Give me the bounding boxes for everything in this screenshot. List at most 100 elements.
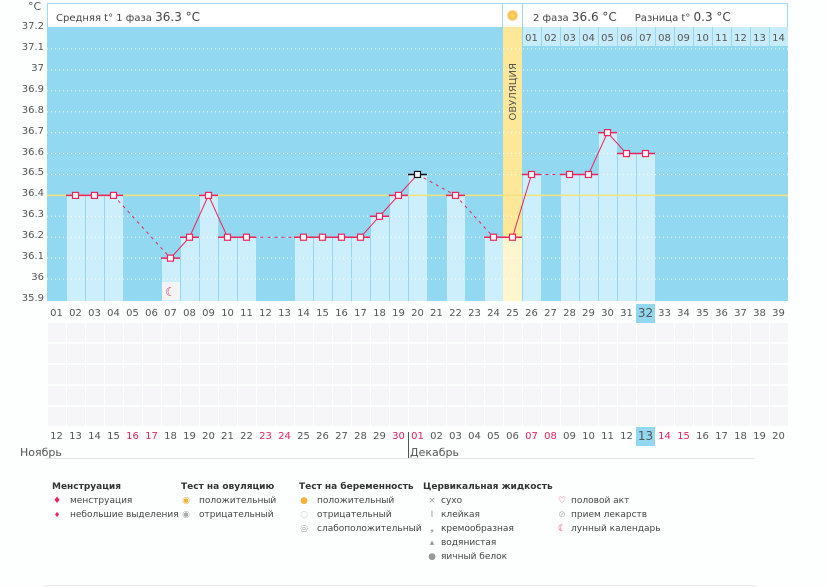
note-cell[interactable]: [181, 365, 199, 384]
note-cell[interactable]: [333, 323, 351, 342]
note-cell[interactable]: [200, 386, 218, 405]
note-cell[interactable]: [466, 344, 484, 363]
date-label[interactable]: 21: [221, 431, 234, 442]
cycle-day-label[interactable]: 26: [525, 308, 538, 319]
date-label[interactable]: 10: [582, 431, 595, 442]
cycle-day-label[interactable]: 23: [468, 308, 481, 319]
note-cell[interactable]: [504, 323, 522, 342]
note-cell[interactable]: [352, 344, 370, 363]
date-label[interactable]: 17: [145, 431, 158, 442]
note-cell[interactable]: [181, 344, 199, 363]
note-cell[interactable]: [713, 365, 731, 384]
note-cell[interactable]: [390, 407, 408, 426]
note-cell[interactable]: [105, 365, 123, 384]
date-label[interactable]: 07: [525, 431, 538, 442]
cycle-day-label[interactable]: 12: [259, 308, 272, 319]
note-cell[interactable]: [523, 407, 541, 426]
date-label[interactable]: 09: [563, 431, 576, 442]
date-label[interactable]: 27: [335, 431, 348, 442]
note-cell[interactable]: [675, 365, 693, 384]
cycle-day-label[interactable]: 01: [50, 308, 63, 319]
note-cell[interactable]: [713, 323, 731, 342]
note-cell[interactable]: [143, 386, 161, 405]
note-cell[interactable]: [732, 386, 750, 405]
note-cell[interactable]: [637, 407, 655, 426]
note-cell[interactable]: [409, 365, 427, 384]
date-label[interactable]: 14: [88, 431, 101, 442]
note-cell[interactable]: [200, 407, 218, 426]
note-cell[interactable]: [333, 365, 351, 384]
note-cell[interactable]: [276, 344, 294, 363]
cycle-day-label[interactable]: 32: [636, 304, 655, 323]
note-cell[interactable]: [580, 386, 598, 405]
note-cell[interactable]: [447, 386, 465, 405]
note-cell[interactable]: [637, 344, 655, 363]
note-cell[interactable]: [523, 365, 541, 384]
cycle-day-label[interactable]: 11: [240, 308, 253, 319]
note-cell[interactable]: [751, 365, 769, 384]
cycle-day-label[interactable]: 07: [164, 308, 177, 319]
note-cell[interactable]: [352, 407, 370, 426]
note-cell[interactable]: [694, 344, 712, 363]
note-cell[interactable]: [542, 323, 560, 342]
note-cell[interactable]: [637, 386, 655, 405]
note-cell[interactable]: [143, 323, 161, 342]
note-cell[interactable]: [580, 323, 598, 342]
cycle-day-label[interactable]: 20: [411, 308, 424, 319]
note-cell[interactable]: [580, 407, 598, 426]
note-cell[interactable]: [732, 365, 750, 384]
note-cell[interactable]: [504, 365, 522, 384]
note-cell[interactable]: [751, 407, 769, 426]
note-cell[interactable]: [162, 323, 180, 342]
note-cell[interactable]: [276, 365, 294, 384]
note-cell[interactable]: [48, 323, 66, 342]
note-cell[interactable]: [143, 407, 161, 426]
note-cell[interactable]: [333, 344, 351, 363]
note-cell[interactable]: [86, 386, 104, 405]
note-cell[interactable]: [105, 323, 123, 342]
note-cell[interactable]: [371, 344, 389, 363]
cycle-day-label[interactable]: 03: [88, 308, 101, 319]
note-cell[interactable]: [409, 344, 427, 363]
cycle-day-label[interactable]: 33: [658, 308, 671, 319]
note-cell[interactable]: [86, 365, 104, 384]
note-cell[interactable]: [67, 407, 85, 426]
note-cell[interactable]: [371, 386, 389, 405]
cycle-day-label[interactable]: 27: [544, 308, 557, 319]
note-cell[interactable]: [561, 323, 579, 342]
note-cell[interactable]: [181, 323, 199, 342]
note-cell[interactable]: [390, 323, 408, 342]
cycle-day-label[interactable]: 34: [677, 308, 690, 319]
note-cell[interactable]: [238, 323, 256, 342]
note-cell[interactable]: [751, 323, 769, 342]
note-cell[interactable]: [637, 323, 655, 342]
note-cell[interactable]: [694, 365, 712, 384]
note-cell[interactable]: [561, 407, 579, 426]
note-cell[interactable]: [523, 386, 541, 405]
note-cell[interactable]: [466, 323, 484, 342]
date-label[interactable]: 20: [202, 431, 215, 442]
note-cell[interactable]: [257, 365, 275, 384]
note-cell[interactable]: [105, 344, 123, 363]
note-cell[interactable]: [295, 407, 313, 426]
note-cell[interactable]: [295, 386, 313, 405]
note-cell[interactable]: [751, 386, 769, 405]
note-cell[interactable]: [713, 344, 731, 363]
note-cell[interactable]: [485, 323, 503, 342]
note-cell[interactable]: [181, 407, 199, 426]
date-label[interactable]: 30: [392, 431, 405, 442]
note-cell[interactable]: [48, 407, 66, 426]
date-label[interactable]: 28: [354, 431, 367, 442]
note-cell[interactable]: [162, 386, 180, 405]
note-cell[interactable]: [428, 407, 446, 426]
note-cell[interactable]: [694, 407, 712, 426]
note-cell[interactable]: [314, 323, 332, 342]
note-cell[interactable]: [675, 323, 693, 342]
note-cell[interactable]: [86, 407, 104, 426]
note-cell[interactable]: [466, 386, 484, 405]
note-cell[interactable]: [257, 386, 275, 405]
cycle-day-label[interactable]: 25: [506, 308, 519, 319]
note-cell[interactable]: [485, 365, 503, 384]
note-cell[interactable]: [219, 344, 237, 363]
cycle-day-label[interactable]: 02: [69, 308, 82, 319]
